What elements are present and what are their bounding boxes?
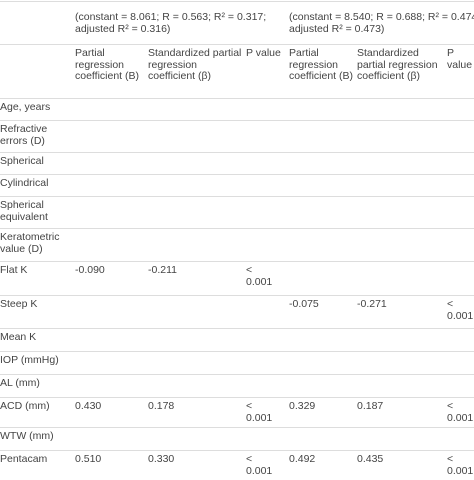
- table-row: Spherical: [0, 152, 474, 174]
- row-label: Steep K: [0, 298, 38, 310]
- column-header: P value: [246, 47, 281, 59]
- table-cell: -0.090: [75, 264, 105, 276]
- table-row: Pentacam 0.510 0.330 < 0.001 0.492 0.435 < 0.0…: [0, 450, 474, 480]
- table-cell: 0.187: [357, 400, 384, 412]
- table-row: Refractive errors (D): [0, 120, 474, 152]
- row-label: AL (mm): [0, 377, 40, 389]
- row-label: Mean K: [0, 331, 37, 343]
- column-header: P value: [447, 47, 473, 71]
- row-label: Flat K: [0, 264, 28, 276]
- column-header: Standardized partial regression coeffici…: [357, 47, 438, 82]
- table-cell: -0.075: [289, 298, 319, 310]
- table-cell: 0.330: [148, 453, 175, 465]
- table-cell: < 0.001: [246, 400, 273, 424]
- table-cell: -0.211: [148, 264, 177, 276]
- table-cell: 0.435: [357, 453, 384, 465]
- row-label: Keratometric value (D): [0, 231, 60, 255]
- table-cell: 0.178: [148, 400, 175, 412]
- table-row: Mean K: [0, 328, 474, 351]
- table-row: (constant = 8.061; R = 0.563; R² = 0.317…: [0, 1, 474, 44]
- table-row: WTW (mm): [0, 427, 474, 450]
- table-cell: < 0.001: [447, 453, 474, 477]
- column-header: Standardized partial regression coeffici…: [148, 47, 242, 82]
- table-row: Cylindrical: [0, 174, 474, 196]
- model-summary: (constant = 8.061; R = 0.563; R² = 0.317…: [75, 11, 267, 35]
- row-label: IOP (mmHg): [0, 354, 59, 366]
- table-row: ACD (mm) 0.430 0.178 < 0.001 0.329 0.187 < 0.0…: [0, 397, 474, 427]
- row-label: Refractive errors (D): [0, 123, 48, 147]
- table-cell: 0.492: [289, 453, 316, 465]
- row-label: WTW (mm): [0, 430, 54, 442]
- table-row: AL (mm): [0, 374, 474, 397]
- table-row: Keratometric value (D): [0, 228, 474, 261]
- table-row: Age, years: [0, 98, 474, 120]
- row-label: Spherical equivalent: [0, 199, 48, 223]
- table-row: Flat K -0.090 -0.211 < 0.001: [0, 261, 474, 295]
- table-cell: 0.430: [75, 400, 102, 412]
- row-label: Age, years: [0, 101, 51, 113]
- row-label: Cylindrical: [0, 177, 49, 189]
- table-cell: < 0.001: [246, 453, 273, 477]
- table-cell: < 0.001: [447, 298, 474, 322]
- table-cell: < 0.001: [447, 400, 474, 424]
- table-cell: 0.329: [289, 400, 316, 412]
- model-summary: (constant = 8.540; R = 0.688; R² = 0.474…: [289, 11, 474, 35]
- table-row: IOP (mmHg): [0, 351, 474, 374]
- table-cell: 0.510: [75, 453, 102, 465]
- table-row: Steep K -0.075 -0.271 < 0.001: [0, 295, 474, 328]
- row-label: Pentacam: [0, 453, 48, 465]
- table-cell: < 0.001: [246, 264, 273, 288]
- row-label: ACD (mm): [0, 400, 50, 412]
- column-header: Partial regression coefficient (B): [75, 47, 139, 82]
- table-row: Spherical equivalent: [0, 196, 474, 228]
- table-cell: -0.271: [357, 298, 387, 310]
- table-row: Partial regression coefficient (B) Standa…: [0, 44, 474, 98]
- column-header: Partial regression coefficient (B): [289, 47, 353, 82]
- row-label: Spherical: [0, 155, 44, 167]
